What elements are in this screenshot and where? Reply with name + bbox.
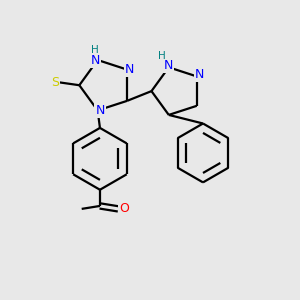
Text: N: N [195, 68, 204, 81]
Text: N: N [91, 53, 100, 67]
Text: O: O [119, 202, 129, 215]
Text: H: H [158, 50, 165, 61]
Text: H: H [92, 45, 99, 55]
Text: S: S [51, 76, 59, 89]
Text: N: N [164, 59, 173, 72]
Text: N: N [125, 63, 134, 76]
Text: N: N [95, 104, 105, 117]
